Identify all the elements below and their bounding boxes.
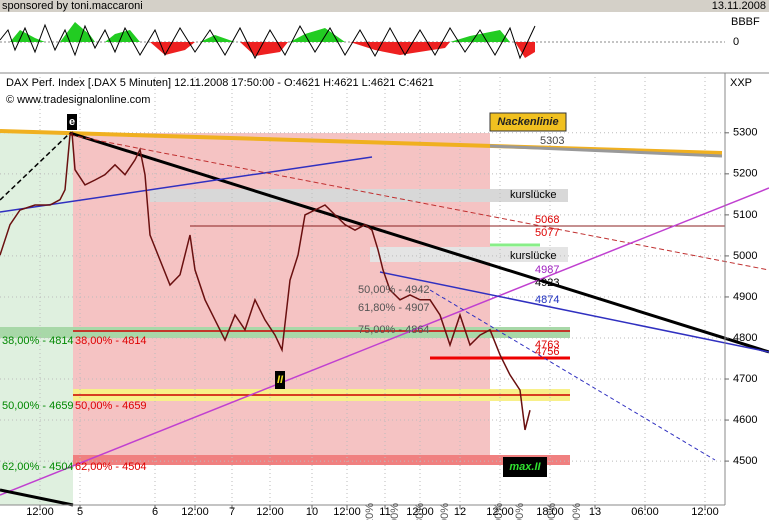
chart-subtitle: © www.tradesignalonline.com	[6, 94, 150, 106]
x-tick-label: 10	[306, 506, 318, 518]
fib-label: 75,00%	[439, 503, 451, 520]
top-bar	[0, 0, 769, 12]
y-tick-label: 5000	[733, 250, 757, 262]
trend-line	[379, 271, 769, 353]
x-tick-label: 12:00	[691, 506, 719, 518]
annotation: 38,00% - 4814	[75, 335, 147, 347]
trend-line	[0, 156, 373, 213]
x-tick-label: 13	[589, 506, 601, 518]
annotation: 4923	[535, 277, 559, 289]
x-tick-label: 12:00	[406, 506, 434, 518]
fib-label: 125,00%	[514, 503, 526, 520]
x-tick-label: 5	[77, 506, 83, 518]
trend-line	[0, 132, 71, 201]
annotation: 62,00% - 4504	[2, 461, 74, 473]
y-tick-label: 4600	[733, 414, 757, 426]
pink-zone	[73, 133, 490, 465]
x-tick-label: 18:00	[536, 506, 564, 518]
annotation: 50,00% - 4659	[2, 400, 74, 412]
fib-zone	[0, 327, 570, 338]
price-line	[0, 131, 531, 431]
osc-zero: 0	[733, 36, 739, 48]
x-tick-label: 12	[454, 506, 466, 518]
label-box	[503, 457, 547, 477]
label-box	[489, 112, 567, 132]
annotation: 50,00% - 4659	[75, 400, 147, 412]
x-tick-label: 6	[152, 506, 158, 518]
x-tick-label: 7	[229, 506, 235, 518]
osc-line	[0, 23, 536, 60]
annotation: max.II	[509, 461, 541, 473]
chart-title: DAX Perf. Index [.DAX 5 Minuten] 12.11.2…	[6, 77, 434, 89]
fib-zone	[73, 455, 570, 465]
annotation: 4763	[535, 339, 559, 351]
plot	[0, 131, 531, 431]
annotation: 5077	[535, 227, 559, 239]
y-tick-label: 4800	[733, 332, 757, 344]
annotation: 5303	[540, 135, 564, 147]
trend-line	[0, 488, 74, 507]
trend-line	[489, 144, 723, 158]
y-tick-label: 5100	[733, 209, 757, 221]
annotation: e	[69, 116, 75, 128]
annotations: e Nackenlinie5303kurslückekurslücke506850…	[2, 112, 583, 520]
fib-label: 61,80%	[414, 503, 426, 520]
gap-zone	[370, 247, 568, 262]
trend-line	[69, 131, 769, 354]
annotation: 61,80% - 4907	[358, 302, 430, 314]
annotation: 62,00% - 4504	[75, 461, 147, 473]
x-tick-label: 11	[379, 506, 390, 518]
x-tick-label: 12:00	[486, 506, 514, 518]
annotation: 5068	[535, 214, 559, 226]
date: 13.11.2008	[712, 0, 766, 12]
annotation: 75,00% - 4864	[358, 324, 430, 336]
fib-label: 150,00%	[571, 503, 583, 520]
annotation: Nackenlinie	[497, 116, 558, 128]
annotation: 4987	[535, 264, 559, 276]
y-tick-label: 5200	[733, 168, 757, 180]
y-tick-label: 4500	[733, 455, 757, 467]
annotation: 4874	[535, 294, 559, 306]
osc-label: BBBF	[731, 16, 760, 28]
fib-label: 100,00%	[493, 503, 505, 520]
x-tick-label: 12:00	[181, 506, 209, 518]
trend-line	[429, 289, 716, 461]
annotation: kurslücke	[510, 189, 556, 201]
fib-label: 50,00%	[389, 503, 401, 520]
label-box	[67, 114, 77, 130]
x-tick-label: 06:00	[631, 506, 659, 518]
x-tick-label: 12:00	[26, 506, 54, 518]
sponsor: sponsored by toni.maccaroni	[2, 0, 143, 12]
label-box	[275, 371, 285, 389]
annotation: 4756	[535, 346, 559, 358]
x-tick-label: 12:00	[333, 506, 361, 518]
fib-label: 138,00%	[546, 503, 558, 520]
fib-label: 38,20%	[364, 503, 376, 520]
osc-negative	[150, 42, 535, 58]
annotation: II	[277, 374, 284, 386]
trend-line	[69, 134, 769, 271]
y-tick-label: 5300	[733, 127, 757, 139]
oscillator-panel	[0, 22, 725, 60]
green-zone	[0, 133, 73, 505]
gap-zone	[150, 189, 568, 202]
annotation: 38,00% - 4814	[2, 335, 74, 347]
axis-label: XXP	[730, 77, 752, 89]
annotation: kurslücke	[510, 250, 556, 262]
annotation: 50,00% - 4942	[358, 284, 430, 296]
trend-line	[0, 187, 769, 496]
y-tick-label: 4700	[733, 373, 757, 385]
osc-positive	[10, 22, 510, 42]
x-tick-label: 12:00	[256, 506, 284, 518]
y-tick-label: 4900	[733, 291, 757, 303]
